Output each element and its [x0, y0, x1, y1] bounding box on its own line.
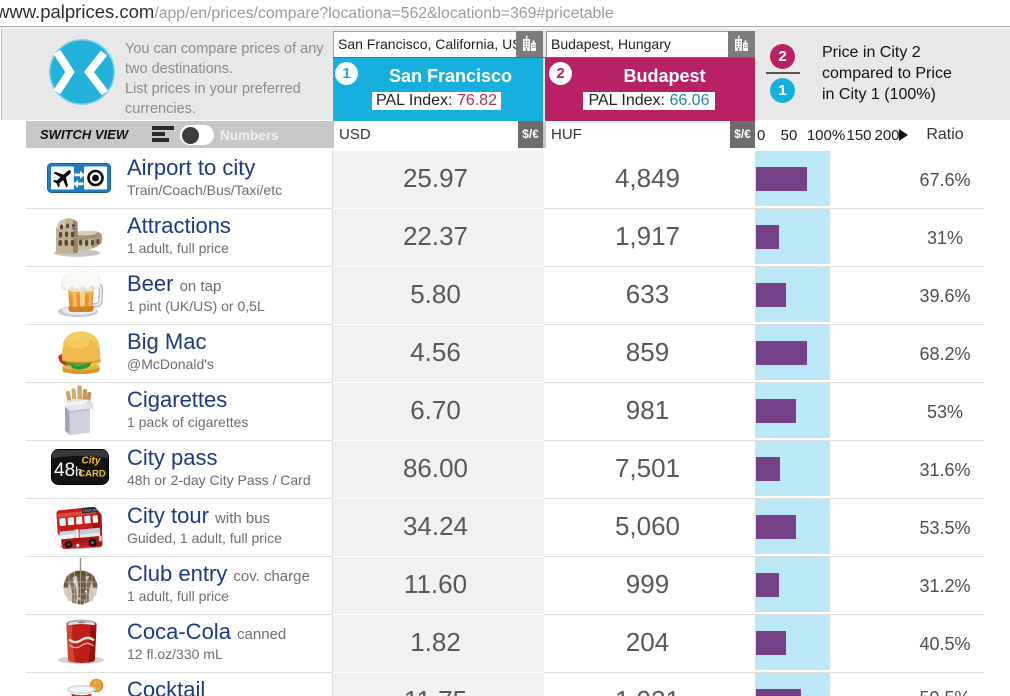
svg-text:City: City: [82, 456, 101, 467]
svg-text:CARD: CARD: [78, 469, 106, 480]
svg-text:TOUR BUS: TOUR BUS: [83, 508, 100, 513]
svg-text:48h: 48h: [54, 460, 82, 481]
